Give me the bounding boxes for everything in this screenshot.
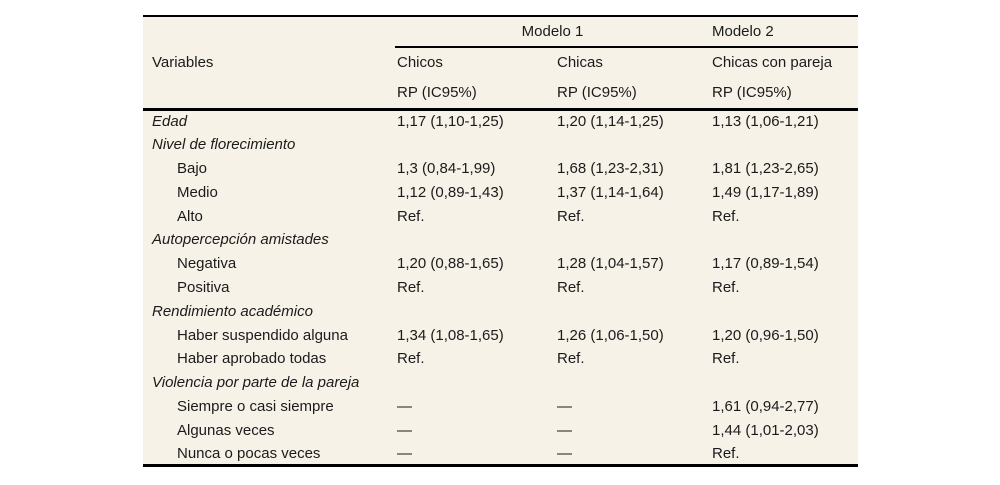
row-label: Haber aprobado todas xyxy=(177,350,327,368)
row-value: 1,49 (1,17-1,89) xyxy=(712,183,819,201)
row-value: Ref. xyxy=(557,350,585,368)
row-value xyxy=(710,371,858,395)
row-value: — xyxy=(397,444,412,462)
row-label: Algunas veces xyxy=(177,421,275,439)
measure-header-chicas-con-pareja: RP (IC95%) xyxy=(710,77,858,111)
row-label: Violencia por parte de la pareja xyxy=(152,374,360,392)
row-value xyxy=(395,371,555,395)
row-label: Nivel de florecimiento xyxy=(152,136,296,154)
row-value: Ref. xyxy=(397,278,425,296)
empty-measure-cell xyxy=(143,77,395,111)
row-value: 1,37 (1,14-1,64) xyxy=(557,183,664,201)
row-label: Negativa xyxy=(177,255,237,273)
row-value: 1,44 (1,01-2,03) xyxy=(712,421,819,439)
row-value: 1,61 (0,94-2,77) xyxy=(712,397,819,415)
column-header-chicos: Chicos xyxy=(397,54,443,71)
row-value: Ref. xyxy=(712,350,740,368)
table-row: Rendimiento académico xyxy=(143,299,858,323)
model-2-header: Modelo 2 xyxy=(710,16,858,48)
model-1-header: Modelo 1 xyxy=(395,16,710,48)
row-label: Bajo xyxy=(177,159,208,177)
table-row: Alto Ref. Ref. Ref. xyxy=(143,204,858,228)
table-row: Edad 1,17 (1,10-1,25) 1,20 (1,14-1,25) 1,13… xyxy=(143,109,858,133)
row-label: Haber suspendido alguna xyxy=(177,326,348,344)
row-value: Ref. xyxy=(712,207,740,225)
row-value: 1,20 (0,96-1,50) xyxy=(712,326,819,344)
measure-header-row: RP (IC95%) RP (IC95%) RP (IC95%) xyxy=(143,77,858,111)
row-label: Positiva xyxy=(177,278,230,296)
measure-header-chicos: RP (IC95%) xyxy=(395,77,555,111)
row-value: 1,26 (1,06-1,50) xyxy=(557,326,664,344)
row-value: Ref. xyxy=(712,278,740,296)
row-label: Siempre o casi siempre xyxy=(177,397,334,415)
row-value: Ref. xyxy=(557,207,585,225)
row-value: 1,81 (1,23-2,65) xyxy=(712,159,819,177)
column-header-chicas-con-pareja: Chicas con pareja xyxy=(712,54,833,71)
table-header: Modelo 1 Modelo 2 Variables Chicos Chica… xyxy=(143,16,858,111)
row-label: Medio xyxy=(177,183,218,201)
row-value: 1,20 (0,88-1,65) xyxy=(397,255,504,273)
table-row: Negativa 1,20 (0,88-1,65) 1,28 (1,04-1,57)… xyxy=(143,252,858,276)
model-group-row: Modelo 1 Modelo 2 xyxy=(143,16,858,48)
row-value: 1,17 (1,10-1,25) xyxy=(397,113,504,131)
table-row: Nivel de florecimiento xyxy=(143,133,858,157)
row-value: 1,28 (1,04-1,57) xyxy=(557,255,664,273)
row-value: 1,3 (0,84-1,99) xyxy=(397,159,496,177)
row-value xyxy=(710,133,858,157)
row-label: Nunca o pocas veces xyxy=(177,444,321,462)
column-header-chicas: Chicas xyxy=(557,54,603,71)
row-value: 1,34 (1,08-1,65) xyxy=(397,326,504,344)
table-row: Siempre o casi siempre — — 1,61 (0,94-2,77) xyxy=(143,395,858,419)
row-label: Edad xyxy=(152,113,188,131)
row-value xyxy=(555,371,710,395)
measure-header-chicas: RP (IC95%) xyxy=(555,77,710,111)
row-label: Rendimiento académico xyxy=(152,302,313,320)
table-row: Bajo 1,3 (0,84-1,99) 1,68 (1,23-2,31) 1,81 … xyxy=(143,157,858,181)
row-value: Ref. xyxy=(397,207,425,225)
row-value: 1,12 (0,89-1,43) xyxy=(397,183,504,201)
table-row: Violencia por parte de la pareja xyxy=(143,371,858,395)
row-value: 1,20 (1,14-1,25) xyxy=(557,113,664,131)
results-table: Modelo 1 Modelo 2 Variables Chicos Chica… xyxy=(143,15,858,468)
table-row: Haber aprobado todas Ref. Ref. Ref. xyxy=(143,347,858,371)
results-table-container: Modelo 1 Modelo 2 Variables Chicos Chica… xyxy=(143,15,858,468)
row-value: 1,68 (1,23-2,31) xyxy=(557,159,664,177)
table-row: Haber suspendido alguna 1,34 (1,08-1,65) 1… xyxy=(143,323,858,347)
row-value xyxy=(395,228,555,252)
table-row: Algunas veces — — 1,44 (1,01-2,03) xyxy=(143,418,858,442)
column-header-row: Variables Chicos Chicas Chicas con parej… xyxy=(143,47,858,77)
row-value: — xyxy=(557,397,572,415)
row-value xyxy=(710,299,858,323)
row-value xyxy=(395,133,555,157)
row-value xyxy=(555,299,710,323)
row-value: — xyxy=(397,421,412,439)
row-value: Ref. xyxy=(557,278,585,296)
row-label: Alto xyxy=(177,207,203,225)
table-row: Autopercepción amistades xyxy=(143,228,858,252)
table-row: Nunca o pocas veces — — Ref. xyxy=(143,442,858,466)
row-value: 1,17 (0,89-1,54) xyxy=(712,255,819,273)
row-label: Autopercepción amistades xyxy=(152,231,329,249)
table-row: Positiva Ref. Ref. Ref. xyxy=(143,276,858,300)
row-value xyxy=(710,228,858,252)
row-value: — xyxy=(557,444,572,462)
table-row: Medio 1,12 (0,89-1,43) 1,37 (1,14-1,64) 1,4… xyxy=(143,180,858,204)
table-body: Edad 1,17 (1,10-1,25) 1,20 (1,14-1,25) 1,13… xyxy=(143,109,858,466)
row-value: Ref. xyxy=(712,444,740,462)
row-value xyxy=(555,133,710,157)
variables-header: Variables xyxy=(152,53,214,71)
row-value: 1,13 (1,06-1,21) xyxy=(712,113,819,131)
row-value xyxy=(555,228,710,252)
row-value xyxy=(395,299,555,323)
row-value: — xyxy=(557,421,572,439)
row-value: Ref. xyxy=(397,350,425,368)
row-value: — xyxy=(397,397,412,415)
empty-corner-cell xyxy=(143,16,395,47)
